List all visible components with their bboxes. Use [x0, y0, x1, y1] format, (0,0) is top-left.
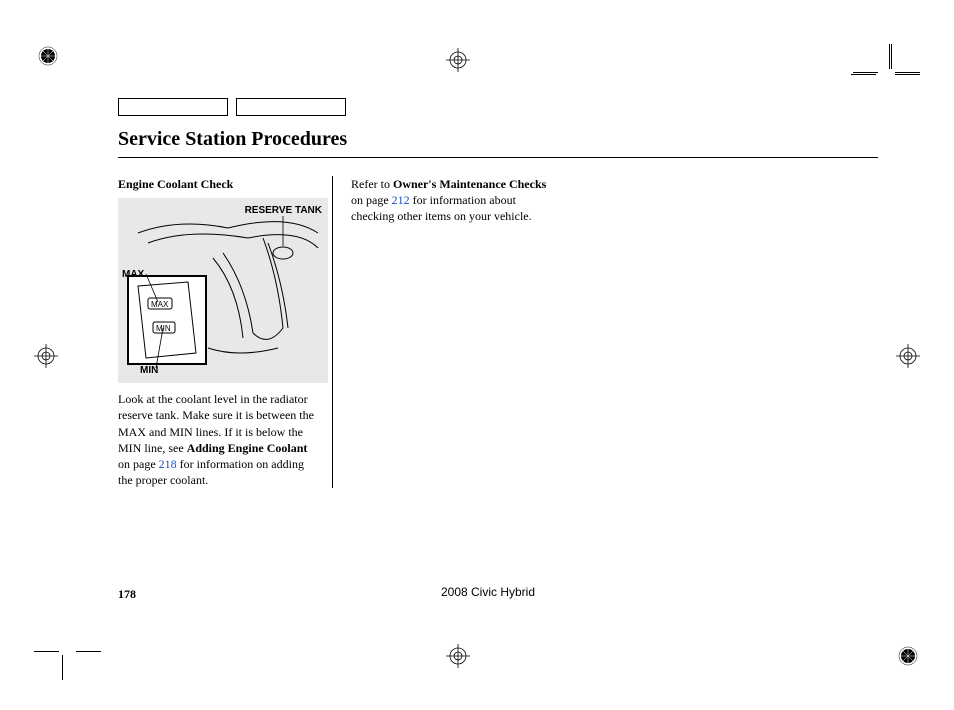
- svg-text:MAX: MAX: [151, 300, 169, 309]
- reg-mark-top-center: [446, 48, 470, 72]
- figure-illustration: MAX MIN: [118, 198, 328, 383]
- reg-mark-top-left: [36, 44, 60, 68]
- body-columns: Engine Coolant Check RESERVE TANK MAX MI…: [118, 176, 878, 488]
- body-para-coolant: Look at the coolant level in the radiato…: [118, 391, 314, 488]
- section-title: Service Station Procedures: [118, 128, 878, 158]
- svg-text:MIN: MIN: [156, 324, 171, 333]
- text-mid-2: on page: [351, 193, 392, 207]
- reg-mark-bot-center: [446, 644, 470, 668]
- text-bold-adding: Adding Engine Coolant: [187, 441, 308, 455]
- page-number: 178: [118, 587, 136, 601]
- figure-coolant-reserve: RESERVE TANK MAX MIN: [118, 198, 328, 383]
- tab-box-2: [236, 98, 346, 116]
- column-right: Refer to Owner's Maintenance Checks on p…: [333, 176, 548, 488]
- subhead-coolant: Engine Coolant Check: [118, 176, 314, 192]
- reg-mark-mid-right: [896, 344, 920, 368]
- text-bold-owners: Owner's Maintenance Checks: [393, 177, 546, 191]
- page-content: Service Station Procedures Engine Coolan…: [118, 98, 878, 488]
- vehicle-name: 2008 Civic Hybrid: [441, 585, 535, 599]
- link-page-218[interactable]: 218: [159, 457, 177, 471]
- text-pre-2: Refer to: [351, 177, 393, 191]
- column-left: Engine Coolant Check RESERVE TANK MAX MI…: [118, 176, 333, 488]
- reg-mark-mid-left: [34, 344, 58, 368]
- tab-box-1: [118, 98, 228, 116]
- reg-mark-bot-right: [896, 644, 920, 668]
- link-page-212[interactable]: 212: [392, 193, 410, 207]
- body-para-owners: Refer to Owner's Maintenance Checks on p…: [351, 176, 548, 225]
- footer: 178 2008 Civic Hybrid: [118, 585, 858, 603]
- header-tabs: [118, 98, 878, 116]
- text-mid: on page: [118, 457, 159, 471]
